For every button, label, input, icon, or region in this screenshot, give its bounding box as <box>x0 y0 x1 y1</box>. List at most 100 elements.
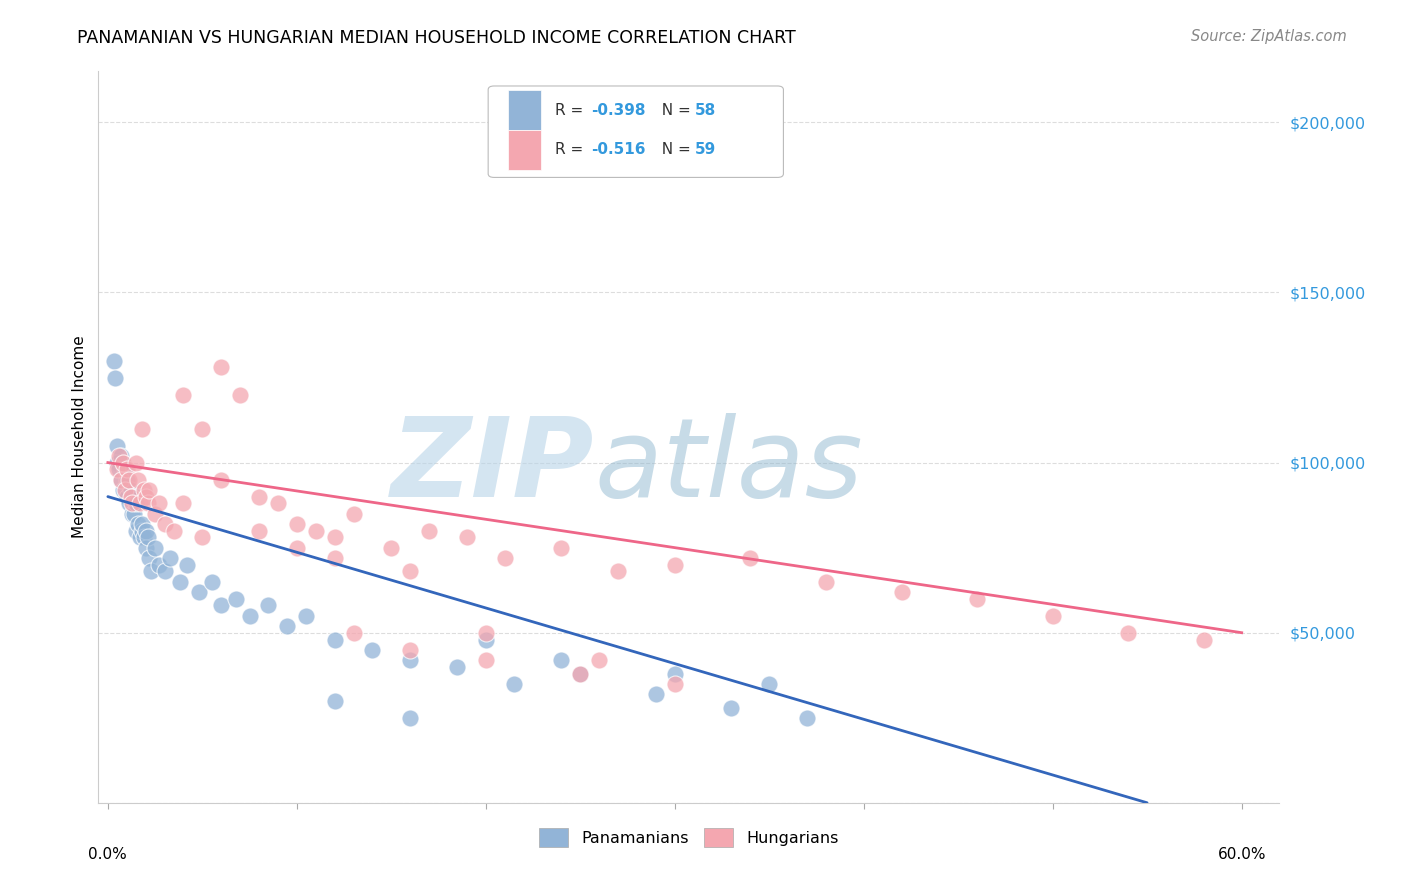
Point <box>399 642 422 657</box>
Point <box>148 496 170 510</box>
Text: 60.0%: 60.0% <box>1218 847 1265 862</box>
Point <box>550 653 572 667</box>
Point <box>105 462 128 476</box>
Point <box>135 541 157 555</box>
Point <box>740 550 762 565</box>
Point <box>209 599 232 613</box>
Text: N =: N = <box>652 103 696 118</box>
Point <box>163 524 186 538</box>
Point <box>399 711 422 725</box>
Point <box>135 490 157 504</box>
Point <box>569 666 592 681</box>
Point <box>285 516 308 531</box>
Point <box>124 507 146 521</box>
Point <box>127 516 149 531</box>
Point <box>814 574 837 589</box>
Point <box>295 608 318 623</box>
Point <box>129 531 152 545</box>
Point <box>141 565 163 579</box>
Point <box>108 462 131 476</box>
Point <box>131 516 153 531</box>
Point <box>121 496 143 510</box>
Point <box>132 531 155 545</box>
Point <box>475 632 498 647</box>
Point <box>148 558 170 572</box>
Point <box>201 574 224 589</box>
Point <box>1192 632 1215 647</box>
Point <box>120 490 142 504</box>
Point <box>758 677 780 691</box>
Point <box>796 711 818 725</box>
Point <box>305 524 328 538</box>
Point <box>135 524 157 538</box>
Point <box>131 421 153 435</box>
FancyBboxPatch shape <box>488 86 783 178</box>
Point <box>664 558 686 572</box>
Point <box>890 585 912 599</box>
Point <box>111 456 134 470</box>
Point <box>103 353 125 368</box>
Point <box>172 496 194 510</box>
Point <box>132 483 155 497</box>
Point <box>176 558 198 572</box>
Text: 0.0%: 0.0% <box>89 847 128 862</box>
Point <box>475 625 498 640</box>
Point <box>257 599 280 613</box>
Point <box>143 541 166 555</box>
Point <box>446 659 468 673</box>
Point <box>108 449 131 463</box>
Text: -0.516: -0.516 <box>591 142 645 157</box>
Point <box>323 694 346 708</box>
Point <box>503 677 526 691</box>
Point <box>550 541 572 555</box>
Point <box>1116 625 1139 640</box>
Point <box>247 490 270 504</box>
Point <box>191 421 214 435</box>
Point <box>380 541 402 555</box>
Point <box>110 449 132 463</box>
Point <box>104 370 127 384</box>
Point <box>342 507 364 521</box>
Point <box>115 473 138 487</box>
Point <box>966 591 988 606</box>
Point <box>276 619 298 633</box>
Point <box>136 496 159 510</box>
Point <box>225 591 247 606</box>
Text: ZIP: ZIP <box>391 413 595 520</box>
Point <box>1042 608 1064 623</box>
Point <box>138 550 160 565</box>
Point <box>131 524 153 538</box>
Point <box>153 516 176 531</box>
Point <box>118 473 141 487</box>
Point <box>115 490 138 504</box>
Point <box>323 632 346 647</box>
Point <box>285 541 308 555</box>
Point <box>323 550 346 565</box>
Text: 59: 59 <box>695 142 716 157</box>
Y-axis label: Median Household Income: Median Household Income <box>72 335 87 539</box>
Point <box>114 462 136 476</box>
Text: R =: R = <box>555 103 589 118</box>
Point <box>138 483 160 497</box>
Point <box>187 585 209 599</box>
Point <box>418 524 440 538</box>
Point <box>115 462 138 476</box>
Point <box>105 439 128 453</box>
Point <box>399 565 422 579</box>
Text: N =: N = <box>652 142 696 157</box>
Point <box>664 666 686 681</box>
Point <box>125 456 148 470</box>
FancyBboxPatch shape <box>508 129 541 169</box>
Point <box>125 524 148 538</box>
Point <box>209 473 232 487</box>
Point <box>129 496 152 510</box>
Point <box>159 550 181 565</box>
Point <box>118 496 141 510</box>
Point <box>125 496 148 510</box>
Point <box>111 483 134 497</box>
Point <box>191 531 214 545</box>
Text: R =: R = <box>555 142 589 157</box>
Point <box>229 387 252 401</box>
Point <box>110 473 132 487</box>
Point <box>114 483 136 497</box>
